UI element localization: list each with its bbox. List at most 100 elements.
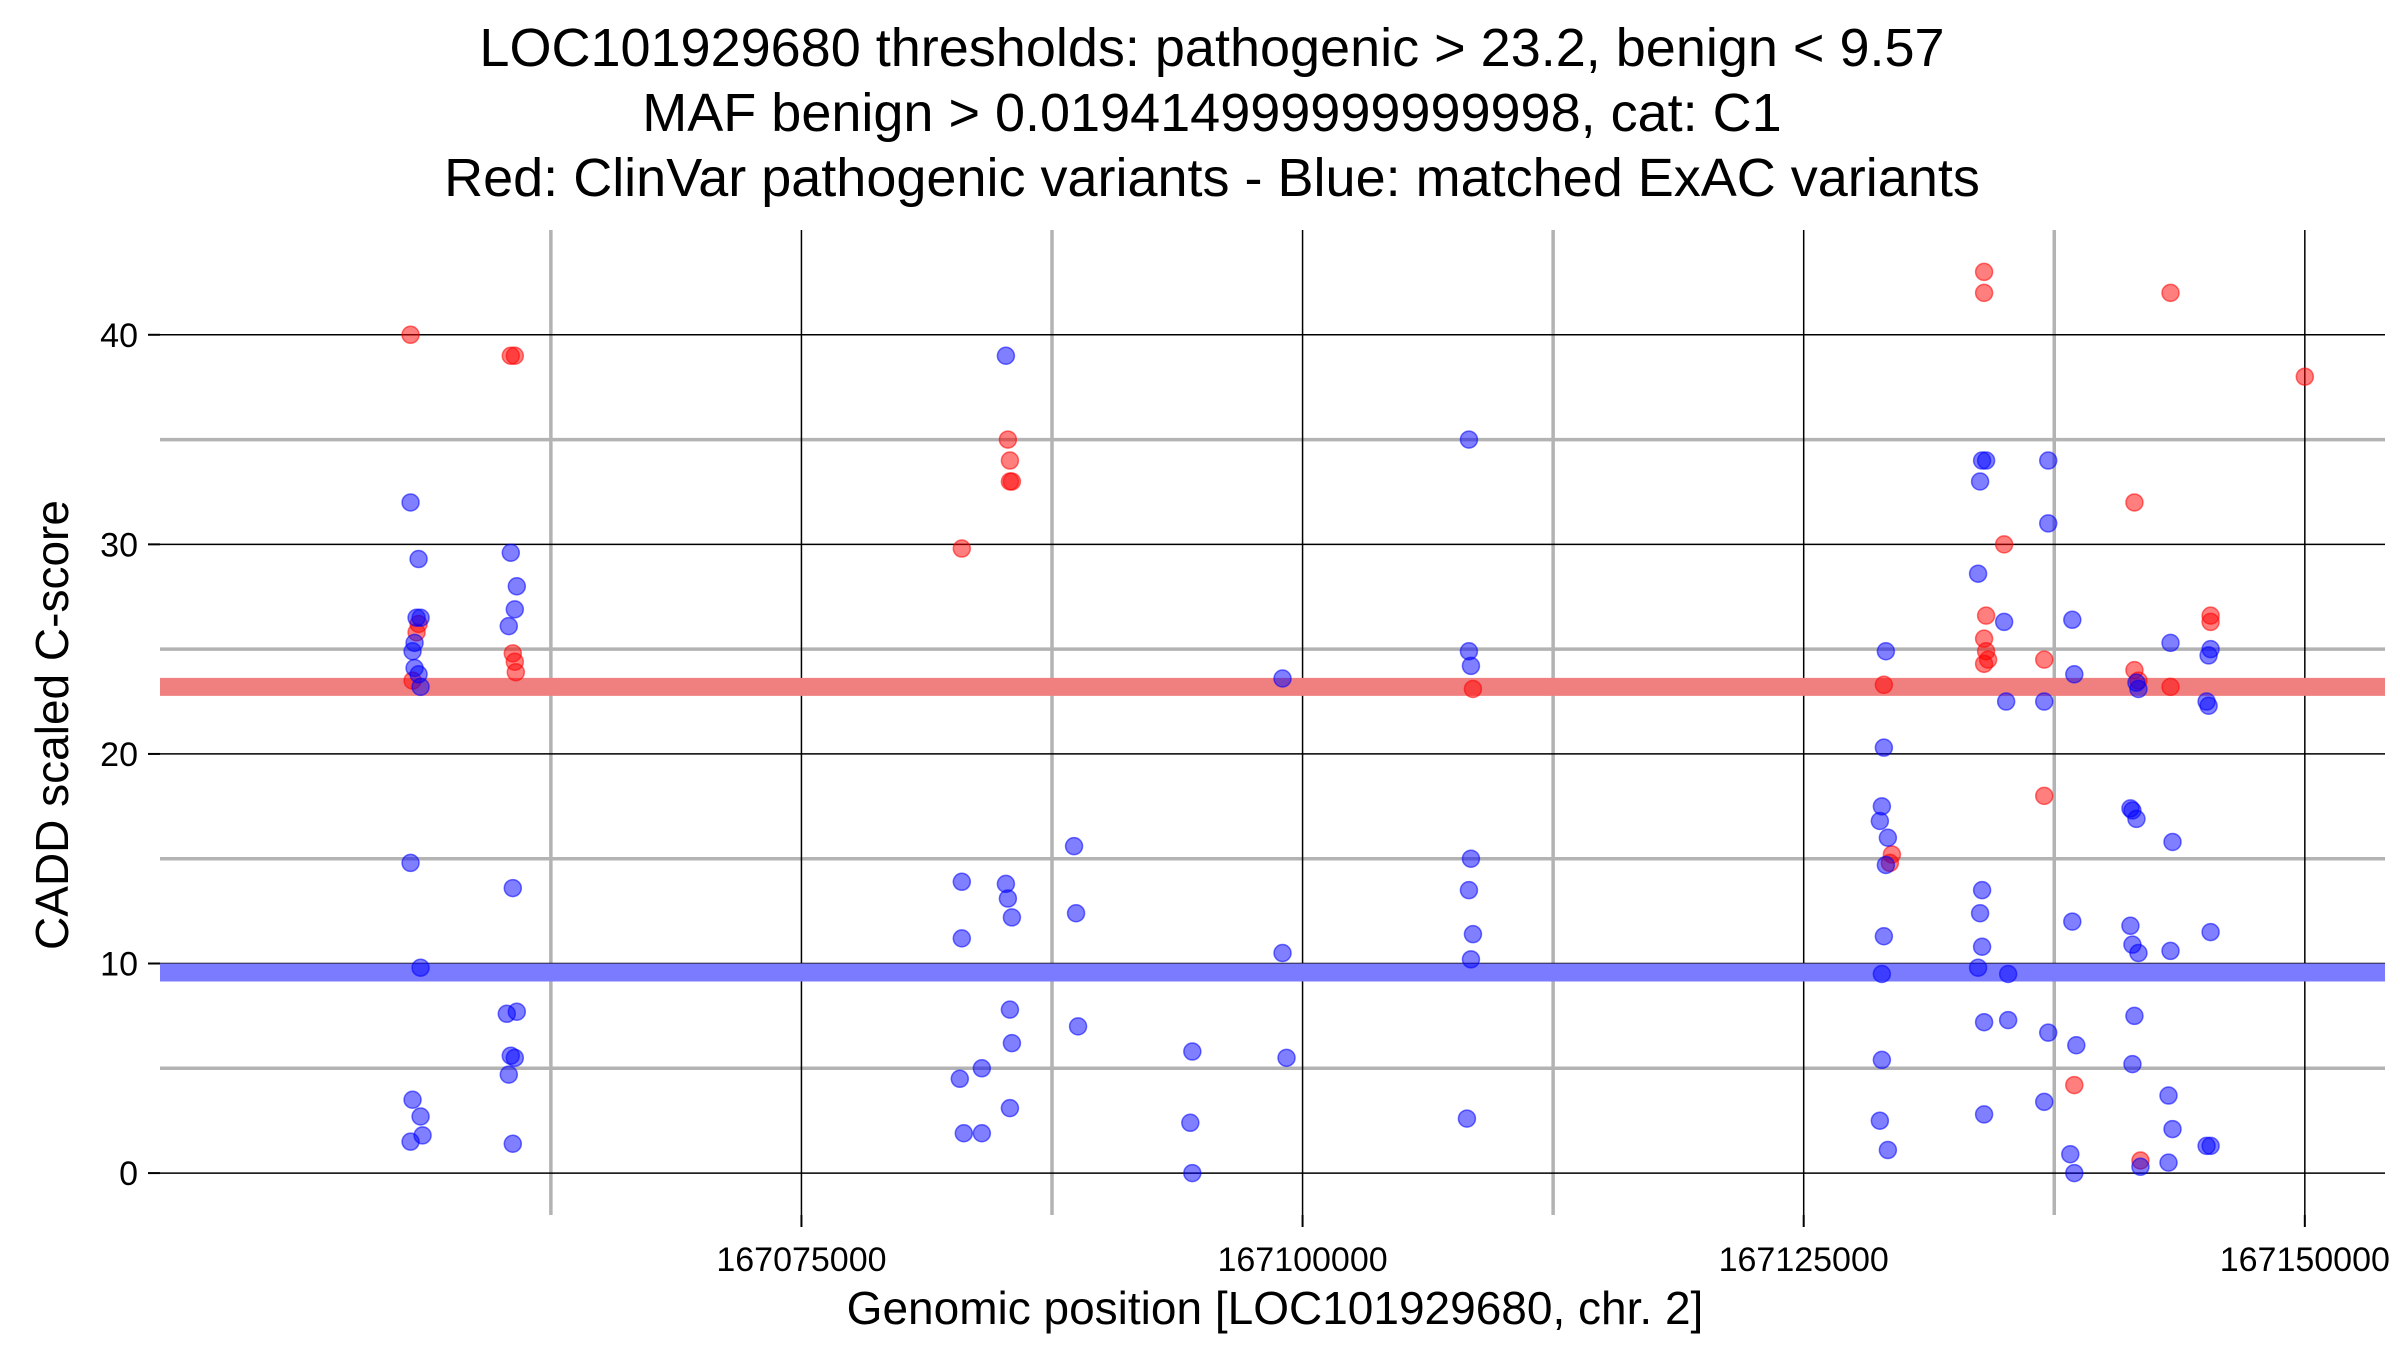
series-0-point-15 <box>1874 675 1894 695</box>
series-1-point-69 <box>1976 451 1996 470</box>
series-1-point-17 <box>507 577 527 596</box>
x-tick-label-3: 167150000 <box>2220 1241 2390 1279</box>
x-tick-label-0: 167075000 <box>716 1241 886 1279</box>
series-1-point-76 <box>1968 958 1988 977</box>
x-tick-label-1: 167100000 <box>1217 1241 1387 1279</box>
series-1-point-67 <box>1968 564 1988 583</box>
series-1-point-0 <box>401 493 420 512</box>
series-1-point-38 <box>1000 1098 1020 1118</box>
series-1-point-14 <box>413 1126 432 1145</box>
tick-layer: 0 10 20 30 40 167075000 167100000 167125000 1671… <box>100 317 2390 1279</box>
y-tick-label-0: 0 <box>119 1155 138 1193</box>
series-1-point-11 <box>403 1090 422 1109</box>
series-1-point-55 <box>1457 1109 1477 1128</box>
series-1-point-21 <box>507 1002 527 1021</box>
series-1-point-45 <box>1273 669 1292 688</box>
series-1-point-3 <box>405 633 424 653</box>
series-1-point-81 <box>2038 451 2058 470</box>
series-1-point-23 <box>505 1048 525 1068</box>
series-1-point-107 <box>2163 1119 2182 1139</box>
series-1-point-15 <box>499 616 519 636</box>
series-1-point-103 <box>2161 633 2180 653</box>
series-1-point-86 <box>2063 610 2082 630</box>
series-1-point-84 <box>2038 1023 2058 1042</box>
series-1-point-62 <box>1874 927 1894 946</box>
series-1-point-113 <box>2201 922 2220 942</box>
series-1-point-115 <box>2201 1136 2220 1156</box>
series-1-point-25 <box>503 1134 523 1153</box>
series-0-point-28 <box>2065 1075 2084 1095</box>
series-1-point-57 <box>1874 738 1894 757</box>
y-tick-label-4: 40 <box>100 317 138 355</box>
series-1-point-104 <box>2163 832 2182 852</box>
series-1-point-32 <box>996 346 1016 365</box>
series-0-point-36 <box>2201 612 2220 632</box>
series-1-point-71 <box>1994 612 2014 632</box>
series-0-point-29 <box>2125 493 2144 512</box>
series-1-point-90 <box>2061 1144 2080 1164</box>
series-1-point-37 <box>1002 1033 1022 1053</box>
series-0-point-18 <box>1974 262 1994 282</box>
x-tick-label-2: 167125000 <box>1719 1241 1889 1279</box>
series-1-point-73 <box>1972 880 1992 900</box>
series-1-point-31 <box>972 1059 992 1078</box>
series-1-point-70 <box>1970 472 1990 491</box>
series-1-point-39 <box>1064 836 1084 856</box>
series-1-point-75 <box>1972 937 1992 956</box>
series-1-point-106 <box>2159 1086 2178 1105</box>
series-1-point-78 <box>1998 1010 2018 1030</box>
series-1-point-42 <box>1183 1042 1202 1061</box>
series-1-point-87 <box>2065 665 2084 684</box>
series-0-point-5 <box>505 346 525 365</box>
series-0-point-10 <box>998 430 1018 449</box>
series-1-point-24 <box>499 1065 519 1084</box>
series-1-point-94 <box>2127 809 2146 829</box>
series-1-point-95 <box>2121 916 2140 936</box>
series-1-point-1 <box>401 853 420 873</box>
series-0-point-13 <box>1002 472 1022 491</box>
y-axis-title: CADD scaled C-score <box>26 500 78 950</box>
series-1-point-12 <box>411 1107 430 1126</box>
series-1-point-48 <box>1459 430 1479 449</box>
y-tick-label-1: 10 <box>100 946 138 984</box>
title-line-1: LOC101929680 thresholds: pathogenic > 23… <box>479 18 1944 78</box>
series-1-point-85 <box>2034 1092 2054 1112</box>
grid-layer <box>160 230 2385 1215</box>
points-layer <box>401 262 2315 1183</box>
series-1-point-102 <box>2129 679 2148 699</box>
series-1-point-29 <box>954 1124 974 1143</box>
series-1-point-83 <box>2034 692 2054 711</box>
series-1-point-99 <box>2123 1054 2142 1074</box>
series-0-point-34 <box>2161 677 2180 697</box>
series-1-point-108 <box>2159 1153 2178 1172</box>
series-1-point-34 <box>998 889 1018 908</box>
series-0-point-8 <box>506 662 526 682</box>
series-1-point-63 <box>1872 964 1892 984</box>
series-0-point-26 <box>2034 650 2054 669</box>
series-1-point-26 <box>952 872 972 892</box>
series-0-point-14 <box>1463 679 1483 699</box>
series-0-point-25 <box>1994 535 2014 554</box>
series-1-point-72 <box>1996 692 2016 711</box>
series-1-point-10 <box>411 958 430 977</box>
series-1-point-18 <box>505 600 525 619</box>
series-1-point-80 <box>1974 1105 1994 1124</box>
series-1-point-66 <box>1878 1140 1898 1160</box>
series-1-point-65 <box>1870 1111 1890 1130</box>
series-1-point-46 <box>1273 943 1292 963</box>
series-1-point-112 <box>2199 696 2218 715</box>
series-1-point-28 <box>950 1069 970 1089</box>
series-1-point-53 <box>1463 924 1483 944</box>
series-1-point-91 <box>2065 1163 2084 1183</box>
series-1-point-64 <box>1872 1050 1892 1070</box>
series-0-point-37 <box>2295 367 2315 386</box>
chart-title: LOC101929680 thresholds: pathogenic > 23… <box>444 18 1980 208</box>
series-1-point-97 <box>2129 943 2148 963</box>
series-1-point-82 <box>2038 514 2058 533</box>
series-1-point-61 <box>1876 855 1896 875</box>
series-1-point-89 <box>2067 1035 2086 1055</box>
series-1-point-105 <box>2161 941 2180 961</box>
series-1-point-50 <box>1461 656 1481 676</box>
